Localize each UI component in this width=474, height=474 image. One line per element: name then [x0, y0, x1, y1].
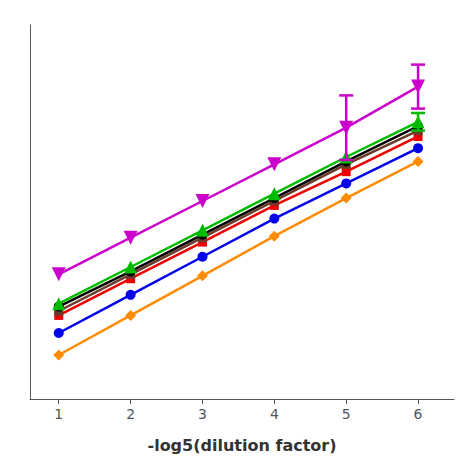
svg-text:6: 6	[414, 406, 423, 422]
svg-text:5: 5	[342, 406, 351, 422]
svg-text:2: 2	[126, 406, 135, 422]
svg-text:4: 4	[270, 406, 279, 422]
svg-text:1: 1	[54, 406, 63, 422]
svg-text:3: 3	[198, 406, 207, 422]
svg-text:-log5(dilution factor): -log5(dilution factor)	[148, 436, 337, 455]
